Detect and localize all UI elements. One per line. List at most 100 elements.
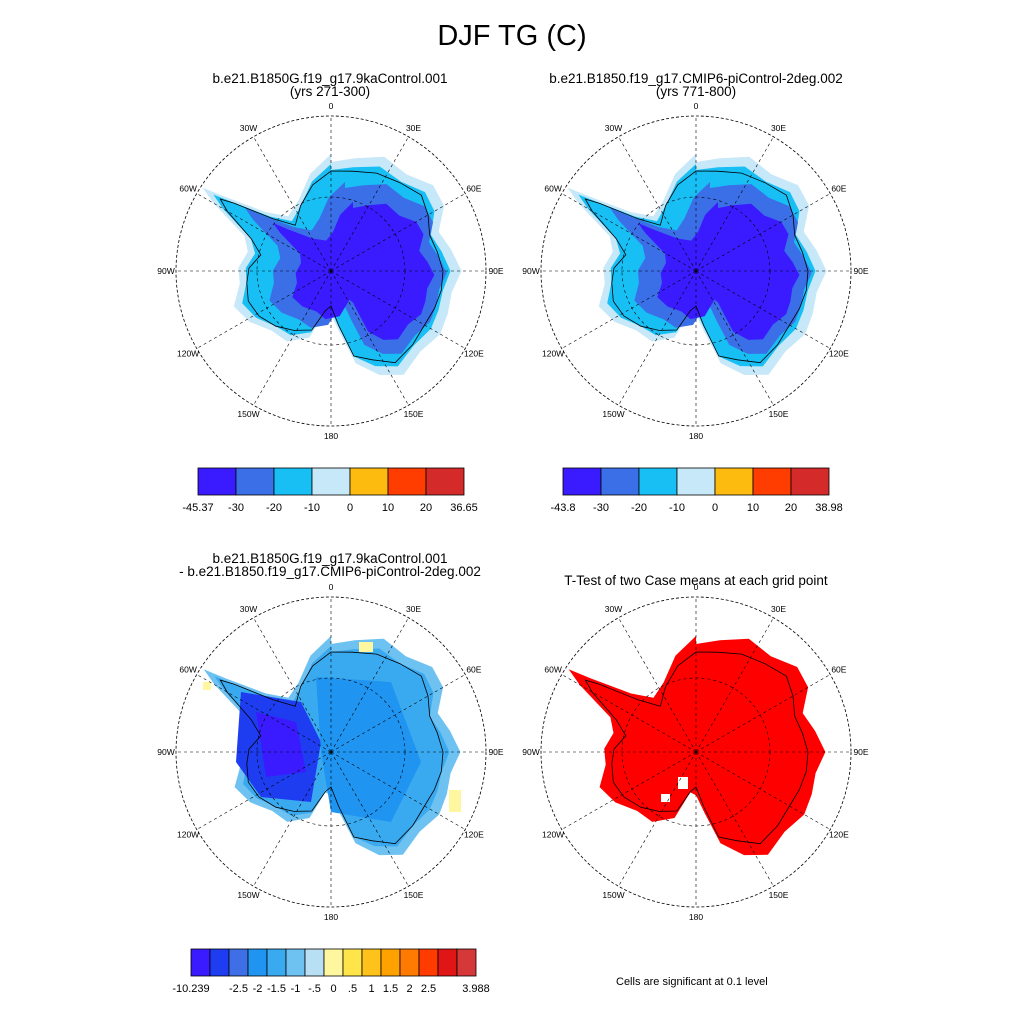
longitude-label: 90E: [488, 747, 503, 757]
colorbar-label: 0: [347, 502, 353, 514]
longitude-label: 180: [324, 431, 338, 441]
meridian-line: [618, 270, 697, 406]
meridian-line: [618, 136, 697, 272]
colorbar-swatch: [399, 948, 420, 977]
colorbar-label: 10: [382, 502, 394, 514]
meridian-line: [330, 751, 409, 887]
diff-band-east: [316, 677, 421, 822]
colorbar-label: 2: [406, 983, 412, 995]
longitude-label: 90W: [522, 747, 539, 757]
meridian-line: [561, 270, 697, 349]
colorbar-label: -1.5: [267, 983, 286, 995]
meridian-line: [695, 751, 831, 830]
significant-cells: [568, 636, 826, 856]
longitude-label: 150E: [769, 409, 789, 419]
meridian-line: [561, 751, 697, 830]
figure-title: DJF TG (C): [437, 20, 587, 52]
map-panel-difference: 0 30E 60E 90E 120E 150E 180 150W 120W 90W 60W 30W: [157, 582, 504, 922]
longitude-label: 0: [329, 101, 334, 111]
meridian-line: [196, 270, 332, 349]
map-boundary: [175, 115, 487, 427]
longitude-label: 150W: [602, 409, 624, 419]
longitude-label: 150E: [404, 890, 424, 900]
longitude-label: 30W: [605, 604, 622, 614]
colorbar-case1: -45.37 -30 -20 -10 0 10 20 36.65: [182, 467, 478, 514]
colorbar-swatch: [790, 467, 830, 496]
meridian-line: [561, 674, 697, 753]
meridian-line: [253, 751, 332, 887]
longitude-label: 30E: [771, 604, 786, 614]
colorbar-label: 20: [785, 502, 797, 514]
meridian-line: [618, 617, 697, 753]
longitude-label: 60E: [466, 665, 481, 675]
colorbar-swatch: [714, 467, 754, 496]
colorbar-label: 36.65: [450, 502, 478, 514]
longitude-label: 120E: [464, 349, 484, 359]
meridian-line: [330, 751, 466, 830]
panel2-title-line2: (yrs 771-800): [655, 84, 737, 99]
map-boundary: [540, 115, 852, 427]
colorbar-swatch: [209, 948, 230, 977]
longitude-label: 30E: [771, 123, 786, 133]
longitude-label: 120E: [829, 830, 849, 840]
meridian-line: [330, 674, 466, 753]
longitude-label: 60W: [179, 184, 196, 194]
colorbar-label: -30: [228, 502, 244, 514]
coastline: [219, 651, 444, 845]
colorbar-label: 1.5: [383, 983, 398, 995]
meridian-line: [695, 136, 774, 272]
colorbar-label: -2.5: [229, 983, 248, 995]
longitude-label: 90E: [853, 266, 868, 276]
longitude-label: 60W: [544, 665, 561, 675]
meridian-line: [695, 751, 774, 887]
colorbar-swatch: [418, 948, 439, 977]
colorbar-label: -43.8: [550, 502, 575, 514]
meridian-line: [330, 136, 409, 272]
colorbar-swatch: [437, 948, 458, 977]
panel3-title-line1: b.e21.B1850G.f19_g17.9kaControl.001: [212, 551, 448, 566]
colorbar-label: -.5: [308, 983, 321, 995]
meridian-line: [695, 617, 774, 753]
colorbar-swatch: [752, 467, 792, 496]
longitude-label: 90E: [853, 747, 868, 757]
colorbar-swatch: [380, 948, 401, 977]
longitude-label: 60W: [544, 184, 561, 194]
meridian-line: [253, 136, 332, 272]
longitude-label: 120E: [464, 830, 484, 840]
longitude-label: 30E: [406, 604, 421, 614]
colorbar-label: -10.239: [172, 983, 209, 995]
longitude-label: 90W: [522, 266, 539, 276]
colorbar-label: -20: [631, 502, 647, 514]
colorbar-swatch: [361, 948, 382, 977]
significance-note: Cells are significant at 0.1 level: [616, 976, 768, 988]
longitude-label: 30E: [406, 123, 421, 133]
diff-warm-patch: [203, 682, 211, 690]
colorbar-label: 2.5: [421, 983, 436, 995]
meridian-line: [330, 193, 466, 272]
colorbar-swatch: [235, 467, 275, 496]
colorbar-label: -1: [291, 983, 301, 995]
longitude-label: 30W: [240, 604, 257, 614]
map-panel-ttest: 0 30E 60E 90E 120E 150E 180 150W 120W 90W 60W 30W: [522, 582, 869, 922]
colorbar-swatch: [600, 467, 640, 496]
panel4-title-line1: T-Test of two Case means at each grid po…: [564, 573, 828, 588]
longitude-label: 150W: [237, 409, 259, 419]
longitude-label: 150E: [769, 890, 789, 900]
colorbar-label: 0: [712, 502, 718, 514]
field-band-dark-blue: [273, 202, 435, 340]
panel2-title-line1: b.e21.B1850.f19_g17.CMIP6-piControl-2deg…: [549, 71, 843, 86]
colorbar-swatch: [349, 467, 389, 496]
diff-warm-patch: [359, 642, 373, 652]
meridian-line: [695, 193, 831, 272]
colorbar-label: 38.98: [815, 502, 843, 514]
meridian-line: [695, 270, 774, 406]
colorbar-label: 1: [368, 983, 374, 995]
map-boundary: [540, 596, 852, 908]
meridian-line: [196, 751, 332, 830]
colorbar-label: 20: [420, 502, 432, 514]
longitude-label: 60E: [466, 184, 481, 194]
colorbar-swatch: [266, 948, 287, 977]
colorbar-label: 0: [330, 983, 336, 995]
meridian-line: [561, 193, 697, 272]
